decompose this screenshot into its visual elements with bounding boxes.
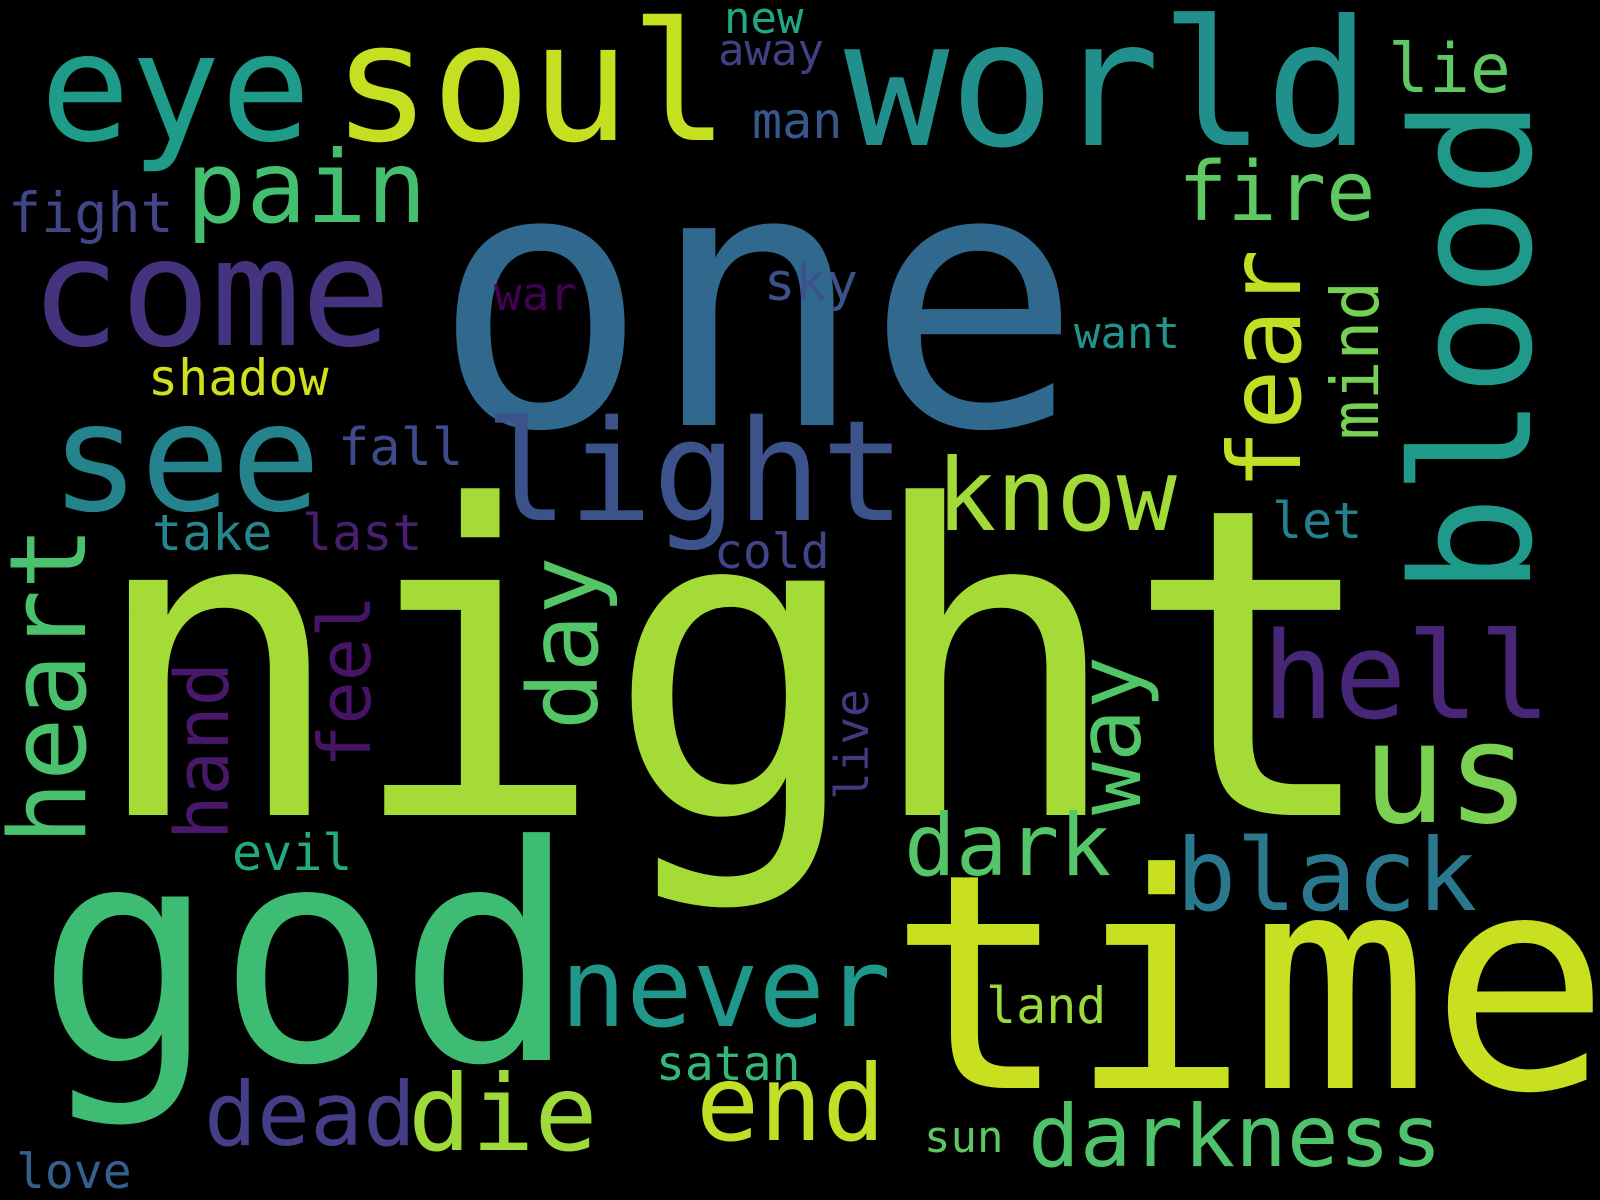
word-lie: lie	[1388, 30, 1511, 109]
word-last: last	[302, 504, 422, 562]
word-know: know	[936, 437, 1178, 554]
word-fire: fire	[1178, 145, 1375, 240]
word-fight: fight	[8, 181, 174, 245]
word-day: day	[508, 557, 620, 730]
word-want: want	[1074, 308, 1180, 359]
word-black: black	[1176, 817, 1477, 934]
word-god: god	[36, 782, 578, 1131]
word-shadow: shadow	[148, 349, 330, 407]
word-heart: heart	[0, 526, 110, 845]
word-never: never	[560, 924, 891, 1052]
word-time: time	[888, 810, 1600, 1159]
word-evil: evil	[232, 824, 352, 882]
word-fall: fall	[338, 418, 463, 478]
word-way: way	[1058, 656, 1161, 815]
word-man: man	[752, 92, 842, 150]
word-one: one	[432, 91, 1082, 510]
word-land: land	[986, 977, 1106, 1035]
word-darkness: darkness	[1028, 1087, 1442, 1187]
word-war: war	[494, 267, 577, 321]
word-see: see	[50, 372, 321, 546]
word-die: die	[408, 1053, 598, 1175]
word-sky: sky	[764, 253, 858, 313]
word-world: world	[844, 0, 1371, 187]
word-away: away	[718, 25, 824, 76]
word-sun: sun	[924, 1112, 1003, 1163]
word-mind: mind	[1317, 281, 1394, 440]
word-live: live	[825, 689, 879, 800]
word-soul: soul	[332, 0, 729, 179]
word-satan: satan	[656, 1036, 801, 1092]
word-hell: hell	[1262, 608, 1551, 747]
word-end: end	[696, 1043, 886, 1165]
word-dead: dead	[204, 1063, 416, 1166]
word-hand: hand	[160, 662, 246, 840]
word-take: take	[152, 504, 272, 562]
word-blood: blood	[1377, 98, 1569, 595]
word-fear: fear	[1207, 249, 1324, 490]
word-cold: cold	[714, 524, 830, 580]
word-let: let	[1272, 492, 1362, 550]
word-eye: eye	[40, 2, 311, 176]
word-pain: pain	[186, 129, 427, 246]
word-love: love	[16, 1144, 132, 1200]
word-new: new	[724, 0, 804, 44]
word-us: us	[1362, 693, 1531, 856]
word-light: light	[484, 391, 905, 554]
word-feel: feel	[303, 595, 387, 768]
word-night: night	[88, 417, 1382, 917]
word-dark: dark	[904, 796, 1111, 896]
word-come: come	[30, 207, 391, 381]
